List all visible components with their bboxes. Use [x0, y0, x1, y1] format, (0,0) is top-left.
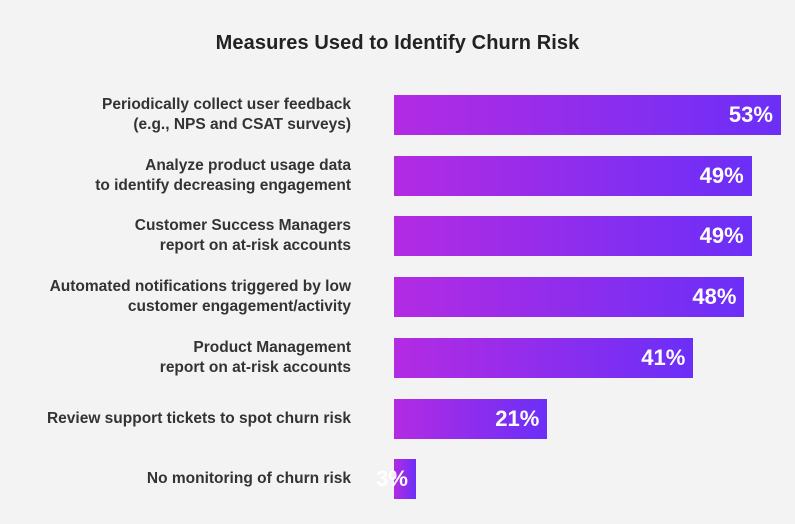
category-label: Review support tickets to spot churn ris… — [46, 409, 351, 427]
category-label: Product Management report on at-risk acc… — [159, 338, 351, 376]
data-label: 21% — [495, 405, 540, 431]
data-label: 49% — [699, 223, 744, 249]
category-label: No monitoring of churn risk — [146, 470, 351, 488]
bar: 53% — [394, 95, 781, 135]
bar: 21% — [394, 398, 548, 439]
data-label: 41% — [641, 344, 686, 370]
bar: 41% — [394, 337, 694, 378]
data-label: 49% — [699, 162, 744, 188]
bar: 49% — [394, 155, 752, 196]
chart-title: Measures Used to Identify Churn Risk — [215, 32, 580, 54]
data-label: 48% — [692, 284, 737, 310]
data-label: 53% — [728, 102, 773, 127]
category-label: Automated notifications triggered by low… — [49, 278, 351, 316]
bar: 3% — [376, 459, 416, 500]
category-label: Periodically collect user feedback (e.g.… — [102, 96, 351, 133]
category-label: Customer Success Managers report on at-r… — [134, 217, 351, 255]
bar: 49% — [394, 216, 752, 257]
data-label: 3% — [376, 466, 408, 492]
bar: 48% — [394, 277, 745, 318]
category-label: Analyze product usage data to identify d… — [95, 156, 351, 194]
